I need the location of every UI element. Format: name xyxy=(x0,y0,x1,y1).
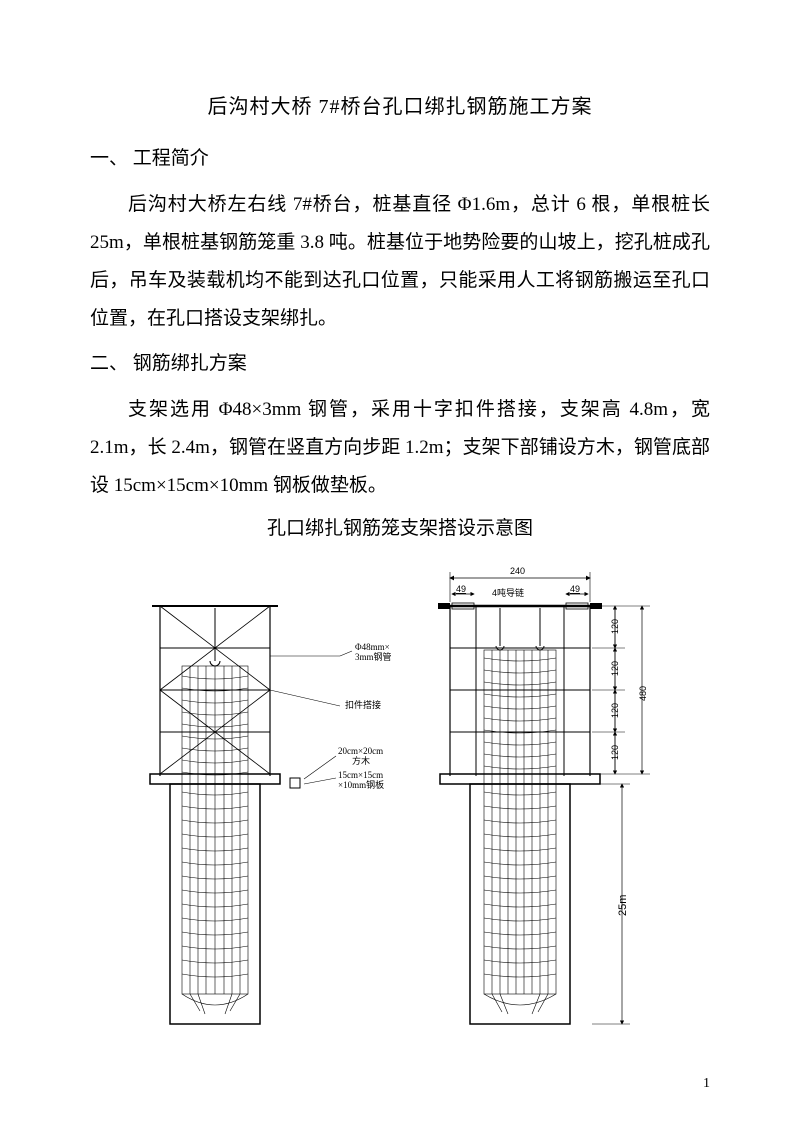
section-2-heading: 二、 钢筋绑扎方案 xyxy=(90,348,710,375)
note-clamp: 扣件搭接 xyxy=(345,699,381,710)
left-view xyxy=(150,606,300,1024)
dim-240: 240 xyxy=(510,566,525,576)
annotation-labels: Φ48mm× 3mm钢管 扣件搭接 20cm×20cm 方木 15cm×15cm… xyxy=(270,642,392,790)
note-pipe-l2: 3mm钢管 xyxy=(355,651,392,662)
section-1-heading: 一、 工程简介 xyxy=(90,143,710,170)
dim-seg1: 120 xyxy=(610,619,620,634)
page: 后沟村大桥 7#桥台孔口绑扎钢筋施工方案 一、 工程简介 后沟村大桥左右线 7#… xyxy=(0,0,800,1076)
dim-25m: 25m xyxy=(617,895,629,916)
dim-seg4: 120 xyxy=(610,745,620,760)
right-dimensions: 120 120 120 120 480 25m xyxy=(592,606,650,1024)
dim-49-left: 49 xyxy=(456,584,466,594)
top-dimensions: 240 49 4吨导链 49 xyxy=(450,566,590,602)
doc-title: 后沟村大桥 7#桥台孔口绑扎钢筋施工方案 xyxy=(90,90,710,119)
note-pipe-l1: Φ48mm× xyxy=(355,642,390,652)
dim-chain-label: 4吨导链 xyxy=(492,587,524,598)
page-number: 1 xyxy=(703,1076,710,1092)
figure-caption: 孔口绑扎钢筋笼支架搭设示意图 xyxy=(90,513,710,540)
section-2-body: 支架选用 Φ48×3mm 钢管，采用十字扣件搭接，支架高 4.8m，宽 2.1m… xyxy=(90,391,710,505)
note-timber-l2: 方木 xyxy=(352,755,370,766)
section-1-body: 后沟村大桥左右线 7#桥台，桩基直径 Φ1.6m，总计 6 根，单根桩长 25m… xyxy=(90,186,710,338)
figure-diagram: Φ48mm× 3mm钢管 扣件搭接 20cm×20cm 方木 15cm×15cm… xyxy=(90,556,710,1036)
dim-49-right: 49 xyxy=(570,584,580,594)
note-plate-l2: ×10mm钢板 xyxy=(338,779,384,790)
dim-480: 480 xyxy=(638,686,648,701)
dim-seg3: 120 xyxy=(610,703,620,718)
dim-seg2: 120 xyxy=(610,661,620,676)
right-view xyxy=(438,603,602,1024)
note-plate-l1: 15cm×15cm xyxy=(338,770,383,780)
note-timber-l1: 20cm×20cm xyxy=(338,746,383,756)
